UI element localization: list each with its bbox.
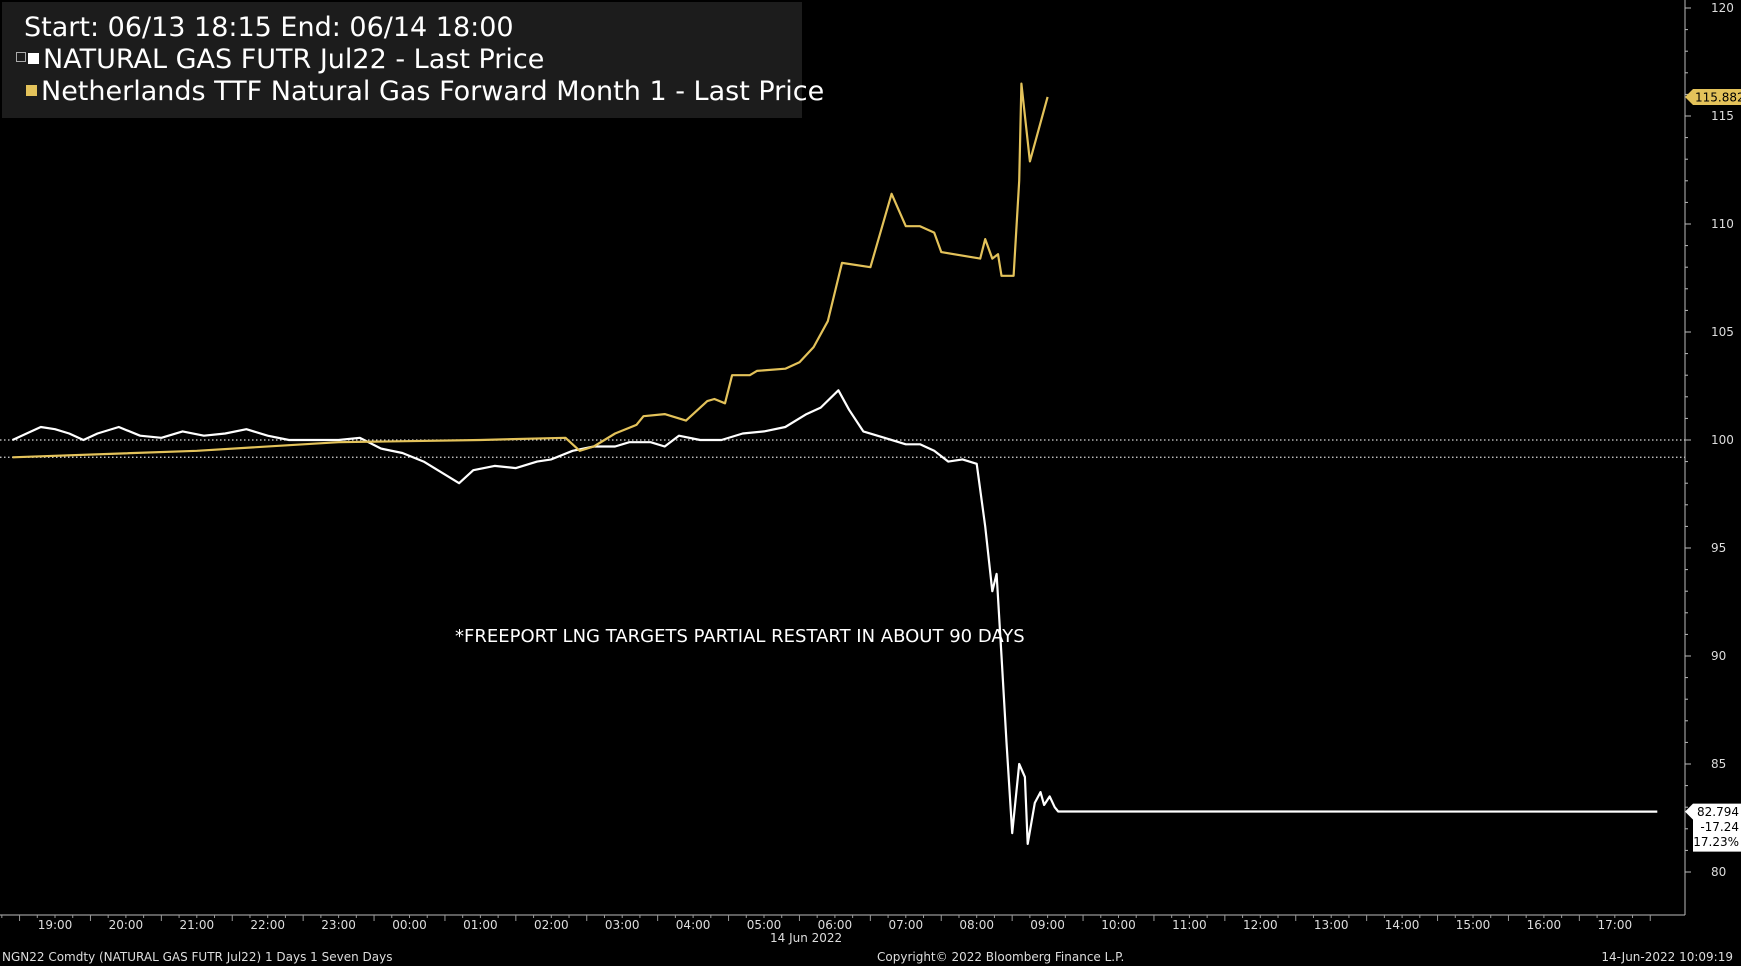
y-tick-label: 90	[1711, 649, 1726, 663]
series-line-ttf	[12, 82, 1049, 459]
date-label: 14 Jun 2022	[770, 931, 843, 945]
series-lines	[12, 82, 1658, 845]
y-tick-label: 95	[1711, 541, 1726, 555]
last-value-badges: 115.882 82.794-17.24-17.23%	[1685, 88, 1741, 852]
y-tick-label: 120	[1711, 1, 1734, 15]
x-tick-label: 23:00	[321, 918, 356, 932]
legend: Start: 06/13 18:15 End: 06/14 18:00 NATU…	[2, 2, 824, 118]
footer-copyright: Copyright© 2022 Bloomberg Finance L.P.	[877, 950, 1125, 964]
y-tick-label: 80	[1711, 865, 1726, 879]
white-swatch-icon	[28, 53, 39, 64]
y-tick-label: 100	[1711, 433, 1734, 447]
x-tick-label: 01:00	[463, 918, 498, 932]
x-tick-label: 19:00	[38, 918, 73, 932]
legend-item-ng[interactable]: NATURAL GAS FUTR Jul22 - Last Price	[16, 44, 544, 75]
x-tick-label: 07:00	[889, 918, 924, 932]
gold-swatch-icon	[26, 85, 37, 96]
x-axis: 19:00 20:00 21:00 22:00 23:00 00:00 01:00 02:00…	[0, 914, 1685, 932]
x-tick-label: 03:00	[605, 918, 640, 932]
x-tick-label: 17:00	[1598, 918, 1633, 932]
ng-badge-text: -17.24	[1700, 820, 1739, 834]
x-tick-label: 05:00	[747, 918, 782, 932]
reference-lines	[0, 439, 1685, 458]
legend-label-ng: NATURAL GAS FUTR Jul22 - Last Price	[43, 44, 545, 75]
x-tick-label: 20:00	[109, 918, 144, 932]
ng-badge-text: -17.23%	[1689, 835, 1739, 849]
footer-timestamp: 14-Jun-2022 10:09:19	[1601, 950, 1733, 964]
y-tick-label: 105	[1711, 325, 1734, 339]
x-tick-label: 10:00	[1101, 918, 1136, 932]
x-tick-label: 04:00	[676, 918, 711, 932]
x-tick-label: 08:00	[959, 918, 994, 932]
y-tick-label: 115	[1711, 109, 1734, 123]
y-tick-label: 85	[1711, 757, 1726, 771]
x-tick-label: 13:00	[1314, 918, 1349, 932]
x-tick-label: 16:00	[1527, 918, 1562, 932]
ng-badge-text: 82.794	[1697, 805, 1739, 819]
series-line-ng	[12, 389, 1658, 845]
x-tick-label: 09:00	[1030, 918, 1065, 932]
x-tick-label: 02:00	[534, 918, 569, 932]
x-tick-label: 15:00	[1456, 918, 1491, 932]
x-tick-label: 11:00	[1172, 918, 1207, 932]
y-axis: 80 85 90 95 100 105 110 115 120	[1684, 0, 1734, 915]
x-tick-label: 12:00	[1243, 918, 1278, 932]
ttf-last-value: 115.882	[1695, 90, 1741, 104]
x-tick-label: 06:00	[818, 918, 853, 932]
legend-item-ttf[interactable]: Netherlands TTF Natural Gas Forward Mont…	[16, 76, 824, 107]
news-annotation: *FREEPORT LNG TARGETS PARTIAL RESTART IN…	[455, 626, 1025, 647]
x-tick-label: 22:00	[250, 918, 285, 932]
ttf-last-badge	[1685, 88, 1741, 105]
footer-ticker: NGN22 Comdty (NATURAL GAS FUTR Jul22) 1 …	[2, 950, 393, 964]
legend-label-ttf: Netherlands TTF Natural Gas Forward Mont…	[41, 76, 825, 107]
x-tick-label: 00:00	[392, 918, 427, 932]
ng-last-badge	[1685, 803, 1741, 852]
x-tick-label: 21:00	[180, 918, 215, 932]
y-tick-label: 110	[1711, 217, 1734, 231]
x-tick-label: 14:00	[1385, 918, 1420, 932]
legend-header: Start: 06/13 18:15 End: 06/14 18:00	[24, 12, 514, 43]
toggle-icon[interactable]	[16, 52, 26, 62]
